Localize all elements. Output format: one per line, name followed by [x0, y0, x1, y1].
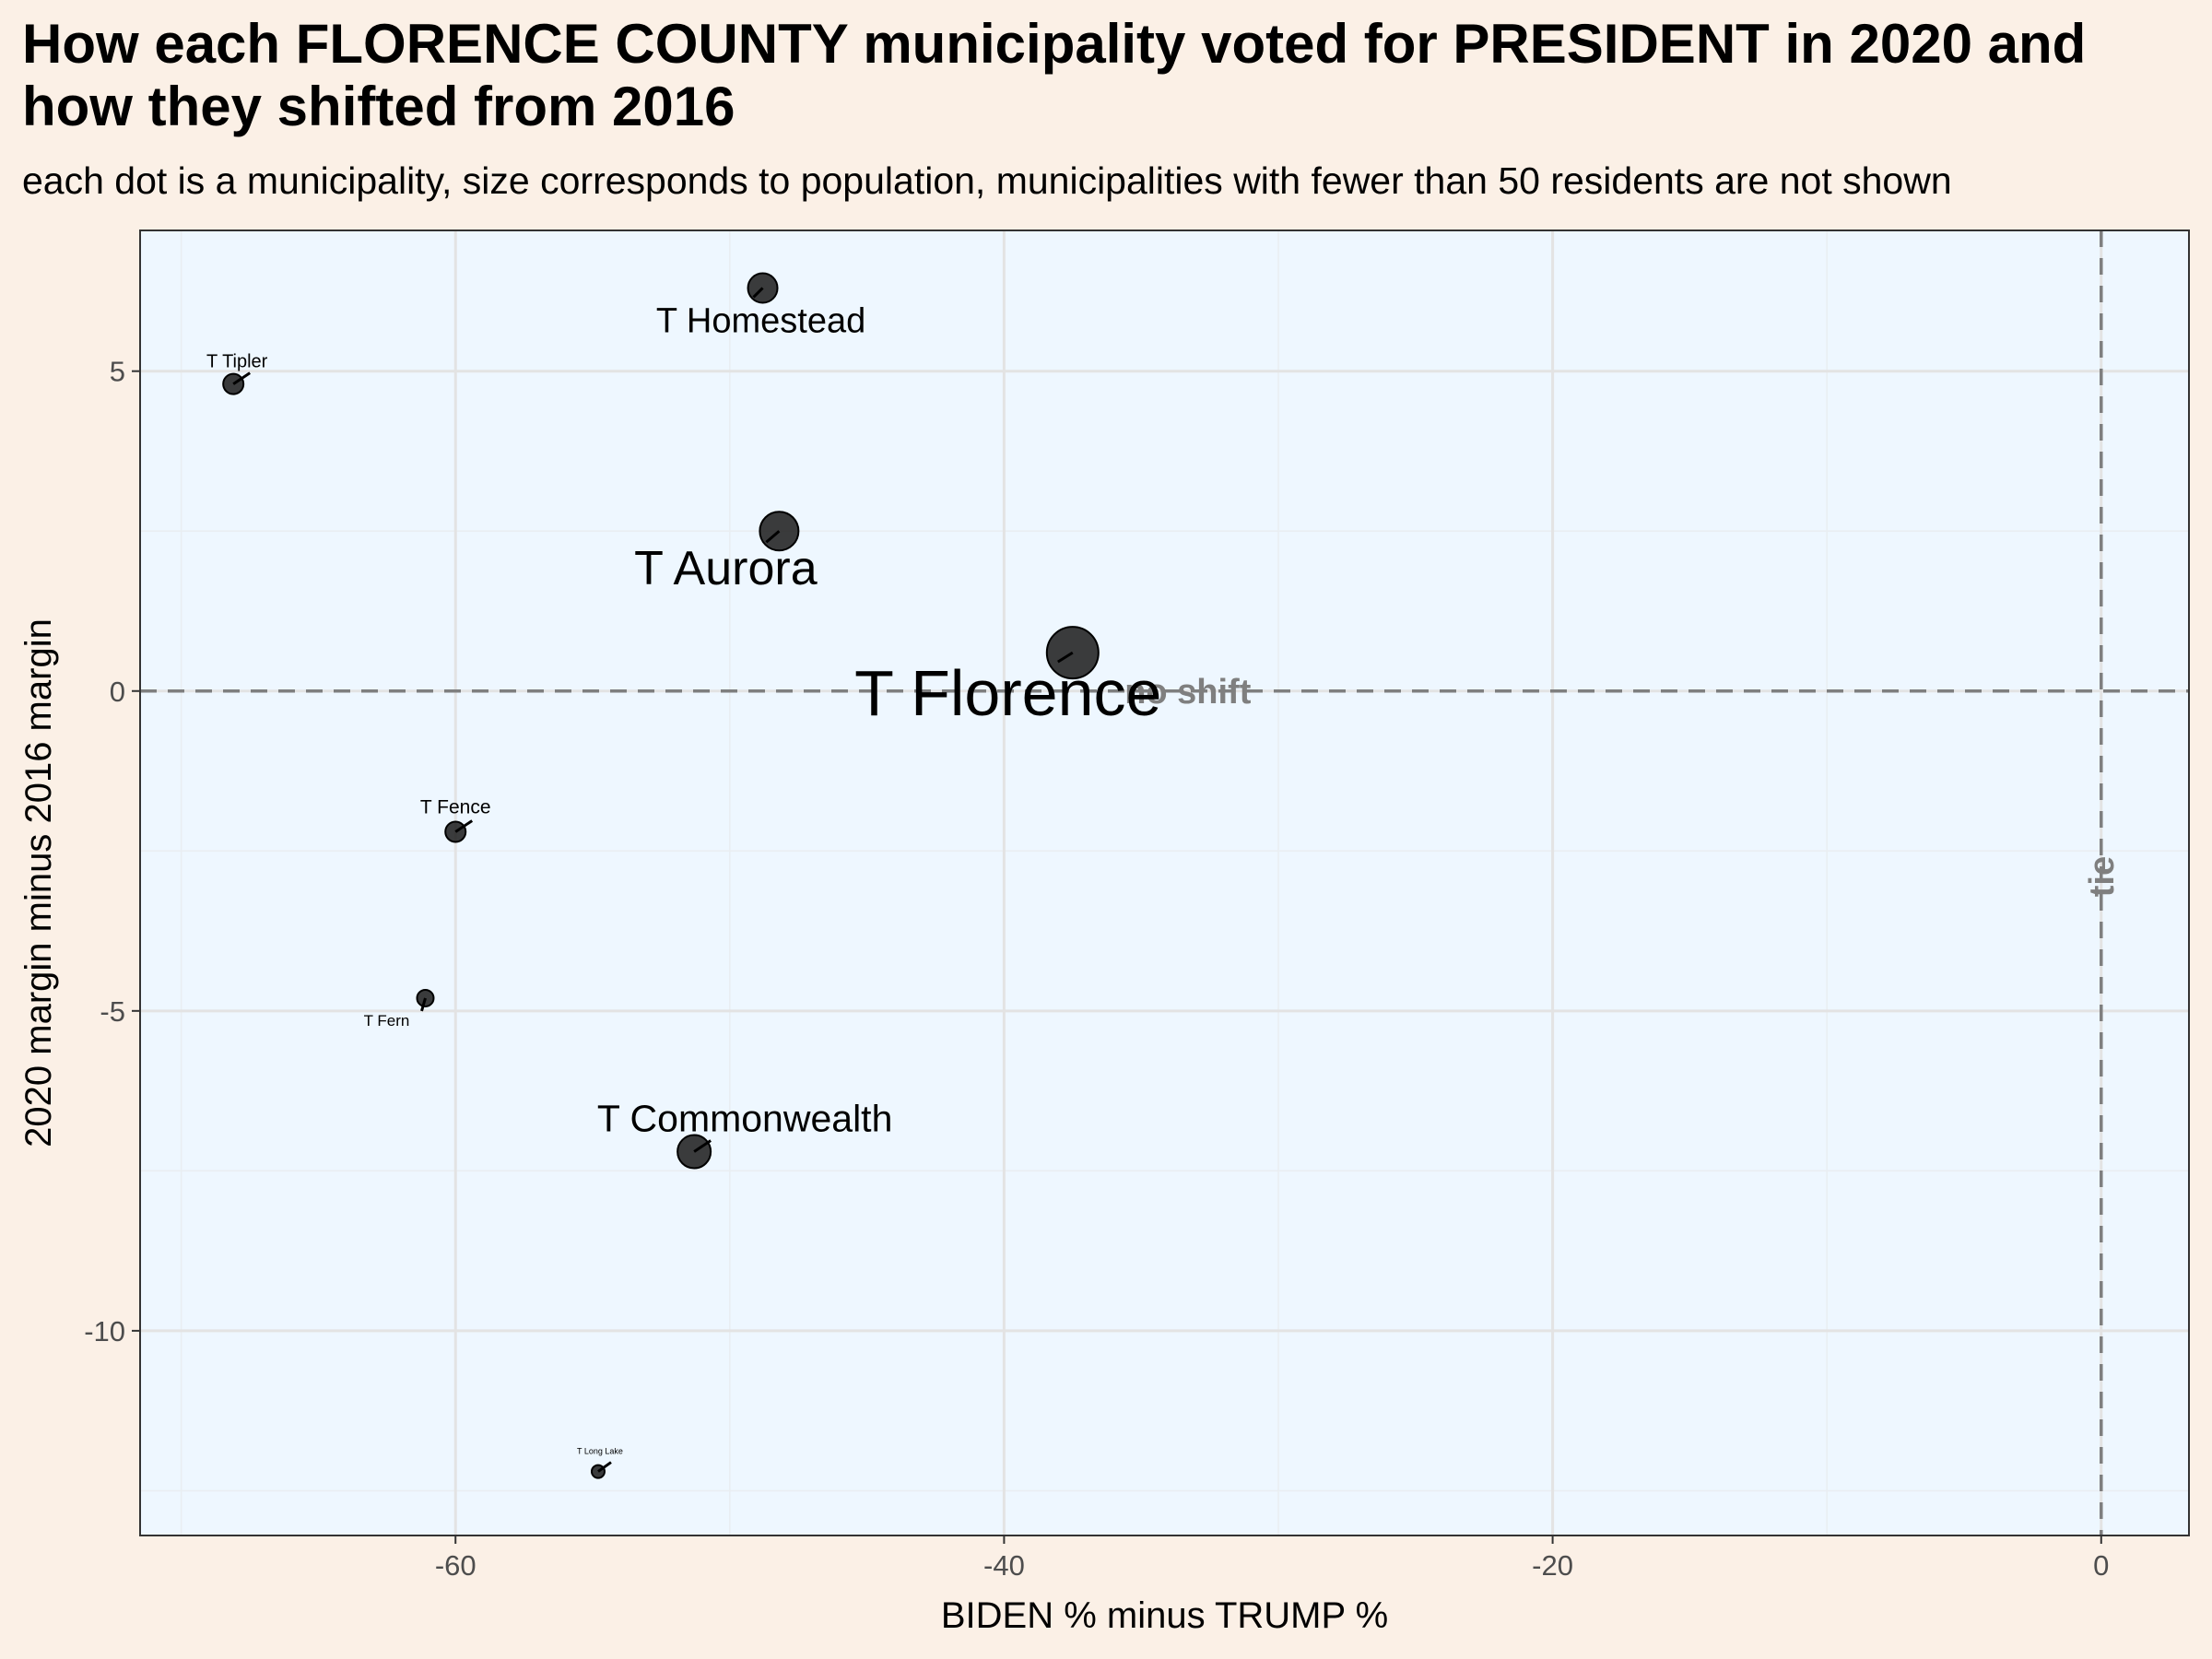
x-axis-title: BIDEN % minus TRUMP %	[941, 1595, 1388, 1636]
chart-title: How each FLORENCE COUNTY municipality vo…	[22, 13, 2087, 137]
label-leader-line	[232, 371, 252, 385]
label-leader-line	[752, 287, 764, 299]
y-tick-label: -5	[100, 995, 125, 1028]
data-label: T Long Lake	[577, 1447, 623, 1456]
data-label: T Aurora	[634, 542, 818, 595]
label-leader-line	[1057, 651, 1074, 664]
x-tick-label: -20	[1532, 1549, 1573, 1582]
plot-panel	[140, 230, 2189, 1535]
data-label: T Florence	[854, 657, 1161, 729]
data-label: T Fence	[420, 796, 491, 818]
y-tick-label: -10	[84, 1315, 125, 1347]
x-tick-label: 0	[2093, 1549, 2109, 1582]
x-tick-label: -60	[435, 1549, 477, 1582]
label-leader-line	[454, 819, 474, 833]
y-axis-title: 2020 margin minus 2016 margin	[18, 618, 59, 1147]
y-tick-label: 0	[110, 676, 125, 708]
chart-subtitle: each dot is a municipality, size corresp…	[22, 159, 1952, 202]
label-leader-line	[597, 1461, 612, 1473]
data-label: T Homestead	[656, 301, 865, 340]
x-tick-label: -40	[983, 1549, 1025, 1582]
data-label: T Fern	[364, 1012, 410, 1030]
label-leader-line	[693, 1139, 712, 1153]
y-tick-label: 5	[110, 356, 125, 388]
plot-border	[139, 229, 2190, 1536]
reference-label-y: no shift	[1124, 673, 1252, 712]
label-leader-line	[420, 997, 427, 1012]
reference-label-x: tie	[2083, 856, 2122, 897]
data-label: T Commonwealth	[597, 1098, 893, 1140]
data-label: T Tipler	[206, 352, 268, 372]
label-leader-line	[765, 530, 781, 544]
